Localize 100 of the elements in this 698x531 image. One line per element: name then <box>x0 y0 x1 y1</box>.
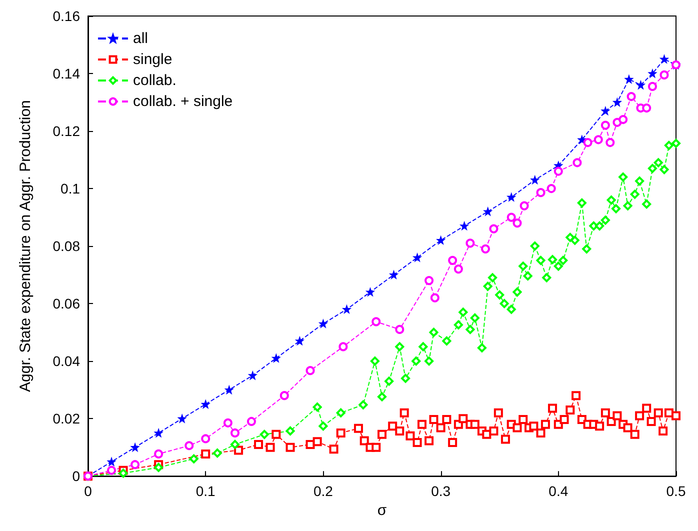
point <box>582 244 592 254</box>
y-tick-label: 0.06 <box>52 296 80 312</box>
point <box>466 238 475 248</box>
point <box>429 328 438 337</box>
point <box>246 416 256 426</box>
point <box>630 190 640 199</box>
point <box>583 138 592 148</box>
point <box>500 299 509 308</box>
point <box>577 198 586 208</box>
legend-label: single <box>133 51 172 68</box>
point <box>642 104 652 113</box>
point <box>296 336 304 345</box>
point <box>530 176 539 184</box>
point <box>613 98 622 106</box>
point <box>536 256 546 265</box>
point <box>454 320 463 330</box>
x-tick-label: 0 <box>84 483 92 500</box>
point <box>660 70 669 80</box>
point <box>384 376 394 386</box>
y-tick-label: 0.08 <box>52 238 80 254</box>
point <box>484 208 492 216</box>
x-tick-label: 0.4 <box>548 483 568 500</box>
point <box>442 336 452 346</box>
point <box>458 308 468 317</box>
point <box>570 236 580 245</box>
point <box>319 320 328 328</box>
point <box>600 120 610 130</box>
point <box>572 158 582 168</box>
y-tick-label: 0 <box>72 468 80 484</box>
point <box>306 366 315 376</box>
x-tick-label: 0.3 <box>431 483 451 500</box>
point <box>460 222 468 230</box>
point <box>594 135 603 144</box>
point <box>202 400 210 408</box>
point <box>642 200 652 209</box>
point <box>154 428 163 437</box>
point <box>554 166 563 176</box>
point <box>318 422 328 431</box>
x-tick-label: 0.2 <box>313 483 334 500</box>
point <box>601 106 610 115</box>
point <box>401 374 410 383</box>
legend-label: all <box>133 30 148 47</box>
point <box>530 242 540 251</box>
point <box>424 356 434 366</box>
y-tick-label: 0.14 <box>52 66 80 82</box>
point <box>626 92 636 102</box>
point <box>178 414 186 423</box>
point <box>648 164 657 173</box>
point <box>366 288 374 296</box>
point <box>395 342 404 352</box>
point <box>225 386 234 394</box>
point <box>118 468 128 478</box>
point <box>618 115 628 124</box>
point <box>660 165 669 174</box>
point <box>489 224 498 234</box>
point <box>154 449 164 458</box>
point <box>660 55 668 64</box>
point <box>184 441 194 450</box>
y-tick-label: 0.1 <box>60 180 80 197</box>
point <box>342 305 351 314</box>
point <box>520 201 529 210</box>
point <box>336 408 346 418</box>
point <box>108 458 116 466</box>
point <box>212 448 222 458</box>
point <box>548 255 558 264</box>
point <box>635 176 644 186</box>
point <box>248 371 257 380</box>
point <box>286 426 295 436</box>
point <box>512 218 522 228</box>
point <box>507 193 516 202</box>
point <box>624 75 633 84</box>
x-tick-label: 0.5 <box>666 483 686 500</box>
point <box>636 81 645 90</box>
point <box>558 256 568 265</box>
point <box>470 313 480 322</box>
legend-label: collab. + single <box>133 93 233 110</box>
point <box>358 400 368 410</box>
point <box>430 293 440 302</box>
point <box>424 276 434 286</box>
y-tick-label: 0.04 <box>52 353 80 370</box>
point <box>578 136 586 144</box>
point <box>518 262 528 271</box>
point <box>223 418 232 428</box>
point <box>606 138 615 148</box>
point <box>154 462 164 472</box>
point <box>600 216 610 225</box>
point <box>664 140 674 150</box>
point <box>466 324 475 334</box>
y-axis-title: Aggr. State expenditure on Aggr. Production <box>17 100 34 392</box>
point <box>338 342 348 352</box>
point <box>612 204 621 214</box>
point <box>130 460 140 470</box>
y-tick-label: 0.12 <box>52 123 80 140</box>
point <box>480 244 490 254</box>
point <box>542 273 552 282</box>
point <box>436 236 445 244</box>
point <box>623 201 632 210</box>
point <box>512 288 522 297</box>
point <box>107 466 116 475</box>
legend-label: collab. <box>133 72 176 89</box>
